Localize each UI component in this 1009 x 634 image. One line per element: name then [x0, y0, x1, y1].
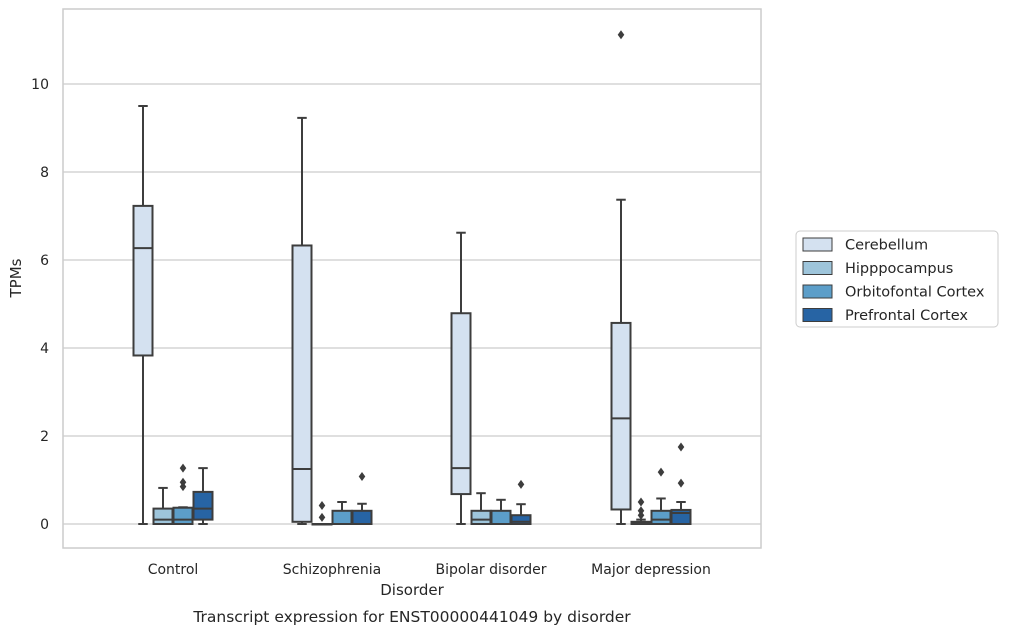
- legend-label: Prefrontal Cortex: [845, 308, 968, 324]
- box-orbitofontal-cortex: [331, 501, 353, 525]
- outlier-point: [677, 478, 685, 488]
- box-body: [610, 321, 632, 511]
- legend-label: Cerebellum: [845, 238, 928, 254]
- box-body: [192, 490, 214, 521]
- x-tick-label: Control: [148, 562, 199, 578]
- outlier-point: [358, 471, 366, 481]
- box-body: [331, 509, 353, 525]
- outlier-point: [677, 442, 685, 452]
- legend-swatch: [802, 308, 833, 322]
- legend-swatch: [802, 237, 833, 252]
- x-axis-label: Disorder: [380, 581, 444, 599]
- box-hipppocampus: [152, 486, 174, 526]
- box-cerebellum: [610, 30, 632, 525]
- x-tick-label: Bipolar disorder: [435, 562, 546, 578]
- legend-swatch: [802, 261, 833, 275]
- outlier-point: [179, 463, 187, 473]
- outlier-point: [179, 477, 187, 487]
- x-tick-label: Schizophrenia: [283, 562, 381, 578]
- legend-frame: [795, 230, 999, 328]
- legend: Cerebellum Hipppocampus Orbitofontal Corte…: [795, 230, 999, 328]
- y-tick-label: 4: [40, 341, 49, 357]
- box-body: [172, 506, 194, 526]
- y-tick-label: 2: [40, 429, 49, 445]
- legend-label: Orbitofontal Cortex: [845, 285, 985, 301]
- box-cerebellum: [450, 231, 472, 525]
- outlier-point: [318, 512, 326, 522]
- chart-caption: Transcript expression for ENST0000044104…: [192, 608, 631, 626]
- y-axis-label: TPMs: [7, 258, 25, 298]
- box-body: [152, 507, 174, 526]
- box-hipppocampus: [311, 501, 333, 526]
- plot-frame: [62, 8, 762, 549]
- y-tick-label: 0: [40, 517, 49, 533]
- box-cerebellum: [132, 105, 154, 525]
- box-prefrontal-cortex: [510, 479, 532, 526]
- box-hipppocampus: [470, 492, 492, 525]
- y-tick-label: 8: [40, 165, 49, 181]
- box-prefrontal-cortex: [351, 471, 373, 525]
- box-body: [291, 244, 313, 523]
- box-body: [132, 204, 154, 357]
- box-prefrontal-cortex: [670, 442, 692, 526]
- box-orbitofontal-cortex: [172, 463, 194, 526]
- x-tick-labels: Control Schizophrenia Bipolar disorder Majo…: [148, 562, 711, 578]
- box-body: [351, 509, 373, 525]
- y-tick-labels: 0 2 4 6 8 10: [31, 77, 49, 533]
- box-body: [490, 509, 512, 525]
- box-plots: [132, 30, 692, 526]
- outlier-point: [318, 501, 326, 511]
- outlier-point: [517, 479, 525, 489]
- outlier-point: [637, 497, 645, 507]
- gridlines: [63, 83, 761, 525]
- legend-swatch: [802, 284, 833, 299]
- outlier-point: [617, 30, 625, 40]
- box-body: [510, 514, 532, 526]
- box-orbitofontal-cortex: [490, 498, 512, 525]
- y-tick-label: 6: [40, 253, 49, 269]
- x-tick-label: Major depression: [591, 562, 711, 578]
- box-body: [470, 509, 492, 525]
- outlier-point: [657, 467, 665, 477]
- outlier-point: [637, 506, 645, 516]
- box-body: [650, 509, 672, 525]
- box-prefrontal-cortex: [192, 467, 214, 525]
- box-cerebellum: [291, 116, 313, 525]
- y-tick-label: 10: [31, 77, 49, 93]
- legend-label: Hipppocampus: [845, 261, 953, 277]
- box-hipppocampus: [630, 497, 652, 525]
- box-orbitofontal-cortex: [650, 467, 672, 525]
- box-body: [450, 312, 472, 496]
